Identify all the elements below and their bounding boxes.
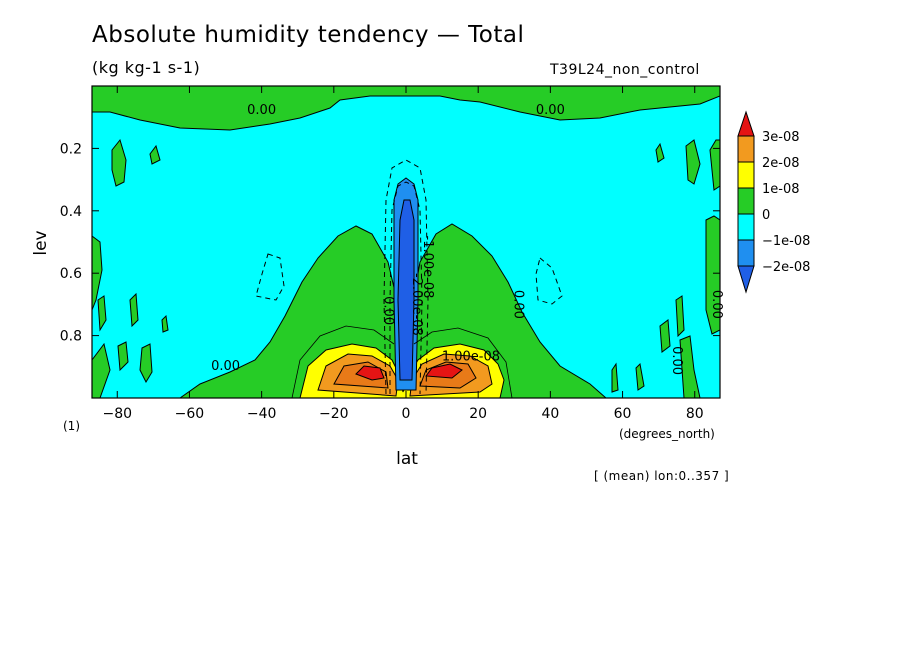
- colorbar-swatch-blue: [737, 239, 755, 267]
- colorbar-label: 3e-08: [762, 130, 800, 145]
- mean-note: [ (mean) lon:0..357 ]: [594, 469, 730, 483]
- green-blob: [97, 295, 107, 332]
- green-blob: [635, 362, 645, 391]
- blue-plume-core: [397, 199, 415, 381]
- green-blob: [129, 292, 139, 328]
- y-tick-label: 0.2: [60, 141, 82, 157]
- positive-contour: [291, 325, 395, 398]
- contour-label: 0.00: [380, 296, 395, 325]
- red-maximum-south: [355, 365, 385, 381]
- x-tick-label: 80: [686, 406, 704, 422]
- x-tick-label: −80: [102, 406, 132, 422]
- colorbar-label: −2e-08: [762, 260, 810, 275]
- contour-field: [92, 86, 720, 398]
- negative-contour: [389, 181, 423, 395]
- x-tick-label: 60: [614, 406, 632, 422]
- contour-label: 0.00: [247, 103, 276, 118]
- contour-label: 1.00e-08: [442, 350, 500, 365]
- green-blob: [161, 314, 169, 333]
- contour-label: 0.00: [536, 103, 565, 118]
- colorbar-label: 1e-08: [762, 182, 800, 197]
- contour-label: -2.00e-08: [409, 273, 424, 336]
- colorbar-swatch-cyan: [737, 213, 755, 241]
- colorbar-label: 2e-08: [762, 156, 800, 171]
- green-blob: [149, 144, 161, 165]
- y-axis-label: lev: [31, 230, 51, 255]
- red-maximum-north: [425, 363, 463, 379]
- colorbar-label: −1e-08: [762, 234, 810, 249]
- x-tick-label: −20: [319, 406, 349, 422]
- x-tick-label: 0: [402, 406, 411, 422]
- colorbar-label: 0: [762, 208, 770, 223]
- colorbar-labels: 3e-08 2e-08 1e-08 0 −1e-08 −2e-08: [762, 130, 810, 275]
- colorbar-swatch-green: [737, 187, 755, 215]
- green-blob: [117, 341, 129, 372]
- green-blob: [705, 215, 720, 335]
- x-tick-label: −60: [175, 406, 205, 422]
- green-blob: [611, 362, 619, 393]
- contour-label: 0.00: [211, 359, 240, 374]
- negative-contour-south-cell: [255, 253, 285, 301]
- colorbar-bottom-arrow: [737, 265, 755, 294]
- y-tick-label: 0.4: [60, 204, 82, 220]
- green-blob: [675, 295, 685, 338]
- contour-label: 0.00: [669, 346, 684, 375]
- colorbar-swatch-yellow: [737, 161, 755, 189]
- green-blob: [685, 139, 701, 185]
- green-blob: [709, 139, 720, 191]
- green-blob: [139, 343, 153, 384]
- x-tick-label: 40: [541, 406, 559, 422]
- contour-label: 0.00: [709, 290, 724, 319]
- y-tick-label: 0.8: [60, 329, 82, 345]
- colorbar-swatch-orange: [737, 135, 755, 163]
- y-axis-unit: (1): [63, 419, 80, 433]
- green-blob: [92, 342, 111, 398]
- contour-label: -1.00e-08: [420, 236, 435, 299]
- x-axis-unit: (degrees_north): [619, 427, 715, 441]
- y-tick-label: 0.6: [60, 266, 82, 282]
- y-axis: 0.2 0.4 0.6 0.8: [60, 141, 720, 345]
- colorbar: 3e-08 2e-08 1e-08 0 −1e-08 −2e-08: [737, 110, 810, 294]
- chart-units: (kg kg-1 s-1): [92, 58, 201, 77]
- green-blob: [111, 138, 127, 187]
- negative-contour: [383, 159, 429, 395]
- x-axis: −80 −60 −40 −20 0 20 40 60 80: [102, 86, 704, 422]
- x-axis-label: lat: [396, 449, 418, 469]
- contour-label: 0.00: [510, 290, 525, 319]
- green-top-band: [92, 86, 720, 131]
- green-blob: [659, 319, 671, 353]
- x-tick-label: 20: [469, 406, 487, 422]
- chart-title: Absolute humidity tendency — Total: [92, 22, 525, 48]
- colorbar-top-arrow: [737, 110, 755, 137]
- run-name: T39L24_non_control: [550, 62, 700, 78]
- positive-contour: [413, 327, 513, 398]
- x-tick-label: −40: [247, 406, 277, 422]
- negative-contour-north-cell: [535, 257, 563, 305]
- green-blob: [655, 142, 665, 163]
- green-blob: [679, 335, 701, 398]
